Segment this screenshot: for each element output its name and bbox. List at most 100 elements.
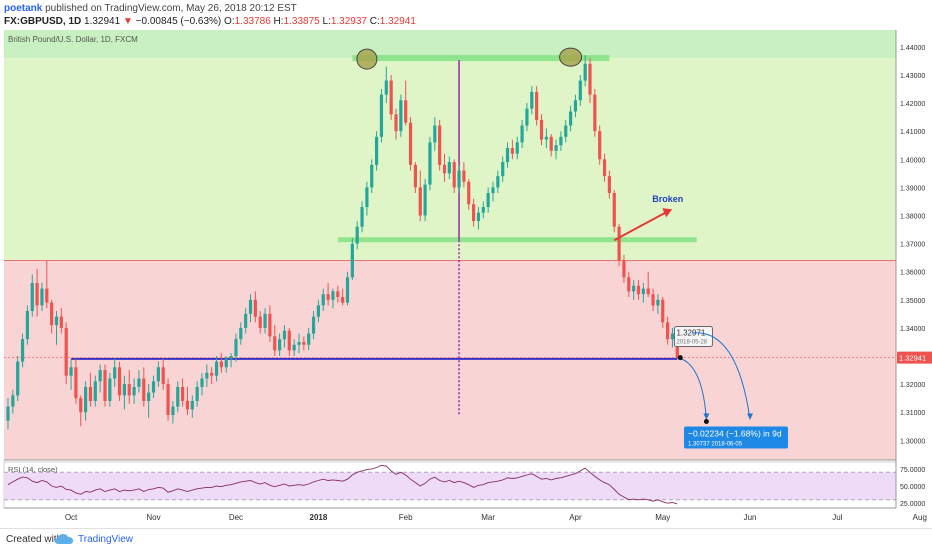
candle-body — [234, 339, 238, 357]
candle-body — [607, 176, 611, 194]
candle-body — [598, 131, 602, 160]
candle-body — [88, 386, 93, 401]
candle-body — [384, 80, 388, 95]
green-zone — [4, 58, 896, 261]
candle-body — [248, 299, 253, 314]
rsi-tick-label: 25.0000 — [900, 501, 925, 508]
candle-body — [360, 207, 364, 227]
price-change: −0.00845 (−0.63%) — [135, 16, 222, 27]
time-tick-label: Aug — [913, 513, 927, 522]
down-arrow-icon: ▼ — [122, 16, 133, 27]
candle-body — [268, 313, 272, 337]
candle-body — [321, 294, 325, 306]
time-tick-label: Jul — [832, 513, 842, 522]
candle-body — [166, 384, 170, 416]
price-chart[interactable]: 1.44000 1.43000 1.42000 1.41000 1.40000 1.390… — [0, 0, 932, 528]
candle-body — [661, 299, 665, 323]
candle-body — [297, 341, 301, 345]
candle-body — [632, 285, 636, 292]
candle-body — [195, 386, 199, 401]
candle-body — [25, 311, 29, 340]
open-value: 1.33786 — [234, 16, 271, 27]
candle-body — [127, 384, 131, 396]
author-link[interactable]: poetank — [4, 3, 43, 14]
candle-body — [147, 392, 151, 401]
candle-body — [539, 119, 544, 140]
candle-body — [394, 114, 398, 132]
candle-body — [210, 372, 214, 376]
candle-body — [54, 316, 59, 326]
candle-body — [40, 288, 44, 306]
footer: Created with TradingView — [0, 528, 932, 551]
candle-body — [224, 358, 228, 368]
candle-body — [122, 384, 126, 396]
time-tick-label: Apr — [569, 513, 582, 522]
candle-body — [370, 164, 374, 188]
candle-body — [278, 339, 282, 351]
candle-body — [535, 91, 539, 120]
candle-body — [651, 294, 655, 306]
candle-body — [181, 386, 185, 401]
candle-body — [137, 378, 141, 387]
candle-body — [350, 243, 354, 278]
candle-body — [69, 367, 73, 376]
low-price-date: 2018-05-28 — [676, 340, 707, 346]
candle-body — [408, 122, 413, 165]
price-tick-label: 1.44000 — [900, 45, 925, 52]
publish-info: poetank published on TradingView.com, Ma… — [4, 3, 297, 14]
current-price-label: 1.32941 — [899, 354, 926, 363]
candle-body — [622, 260, 626, 278]
tradingview-brand[interactable]: TradingView — [78, 534, 134, 545]
candle-body — [389, 80, 393, 115]
candle-body — [113, 367, 117, 379]
projection-arrowhead-1 — [703, 413, 710, 420]
candle-body — [331, 291, 335, 300]
time-tick-label: Dec — [229, 513, 243, 522]
price-tick-label: 1.43000 — [900, 73, 925, 80]
candle-body — [345, 277, 350, 303]
rsi-line — [7, 464, 678, 505]
close-value: 1.32941 — [379, 16, 416, 27]
candle-body — [50, 302, 54, 326]
candle-body — [379, 94, 384, 137]
last-price: 1.32941 — [84, 16, 121, 27]
price-tick-label: 1.36000 — [900, 270, 925, 277]
candle-body — [59, 316, 63, 328]
candle-body — [433, 125, 437, 143]
candle-body — [602, 159, 607, 177]
high-value: 1.33875 — [283, 16, 320, 27]
neckline-line — [337, 237, 697, 243]
candle-body — [341, 296, 345, 303]
publish-text: published on TradingView.com, May 26, 20… — [45, 3, 297, 14]
candle-body — [185, 400, 190, 410]
broken-arrowhead — [662, 208, 673, 218]
time-tick-label: 2018 — [310, 513, 328, 522]
low-price-value: 1.32971 — [676, 329, 705, 338]
candle-body — [399, 100, 403, 132]
candle-body — [93, 381, 97, 401]
candle-body — [636, 285, 641, 295]
time-tick-label: Feb — [399, 513, 413, 522]
candle-body — [219, 361, 223, 368]
candle-body — [176, 386, 180, 407]
candle-body — [462, 170, 466, 182]
candle-body — [515, 142, 519, 154]
candle-body — [35, 282, 39, 306]
candle-body — [253, 299, 257, 317]
projection-sub: 1.30737 2018-06-05 — [688, 442, 743, 448]
candle-body — [45, 288, 49, 303]
candle-body — [244, 313, 248, 328]
low-value: 1.32937 — [330, 16, 367, 27]
candle-body — [569, 111, 573, 126]
close-label: C: — [369, 16, 380, 27]
candle-body — [438, 125, 442, 165]
candle-body — [666, 322, 670, 340]
candle-body — [229, 356, 233, 359]
price-tick-label: 1.34000 — [900, 326, 925, 333]
projection-arrowhead-2 — [747, 413, 754, 420]
candle-body — [505, 148, 510, 163]
candle-body — [287, 330, 291, 351]
broken-label: Broken — [652, 194, 683, 204]
time-tick-label: Jun — [744, 513, 757, 522]
candle-body — [311, 316, 316, 334]
